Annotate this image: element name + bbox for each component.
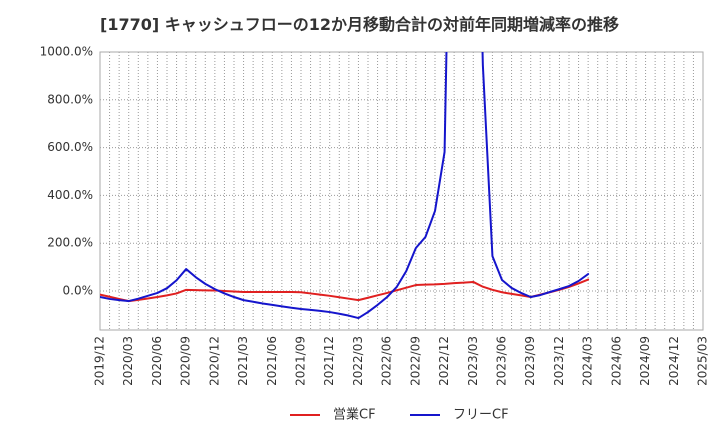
y-tick-label: 0.0%: [63, 284, 94, 298]
x-tick-label: 2020/03: [121, 336, 135, 386]
x-axis: 2019/12 2020/03 2020/06 2020/09 2020/12 2021/…: [93, 336, 710, 386]
y-tick-label: 200.0%: [47, 236, 93, 250]
y-tick-label: 800.0%: [47, 92, 93, 106]
x-tick-label: 2021/12: [322, 336, 336, 386]
series-line-operating-cf: [100, 278, 590, 303]
x-tick-label: 2024/09: [638, 336, 652, 386]
plot-frame: [99, 51, 704, 331]
legend-label-operating-cf: 営業CF: [333, 407, 376, 423]
y-tick-label: 1000.0%: [40, 45, 93, 59]
x-tick-label: 2019/12: [93, 336, 107, 386]
x-tick-label: 2023/06: [495, 336, 509, 386]
legend: 営業CF フリーCF: [290, 407, 509, 423]
legend-item-free-cf: フリーCF: [410, 408, 509, 423]
x-tick-label: 2023/09: [523, 336, 537, 386]
x-tick-label: 2024/12: [667, 336, 681, 386]
y-tick-label: 600.0%: [47, 140, 93, 154]
x-tick-label: 2020/09: [179, 336, 193, 386]
x-tick-label: 2020/06: [150, 336, 164, 386]
x-tick-label: 2021/06: [265, 336, 279, 386]
legend-item-operating-cf: 営業CF: [290, 407, 376, 423]
x-tick-label: 2022/12: [437, 336, 451, 386]
x-tick-label: 2023/03: [466, 336, 480, 386]
legend-label-free-cf: フリーCF: [453, 408, 509, 423]
chart-title: [1770] キャッシュフローの12か月移動合計の対前年同期増減率の推移: [100, 15, 619, 34]
x-tick-label: 2022/09: [408, 336, 422, 386]
x-tick-label: 2023/12: [552, 336, 566, 386]
x-tick-label: 2022/06: [380, 336, 394, 386]
y-tick-label: 400.0%: [47, 188, 93, 202]
x-tick-label: 2024/06: [609, 336, 623, 386]
x-tick-label: 2020/12: [207, 336, 221, 386]
x-tick-label: 2021/03: [236, 336, 250, 386]
series-group: [100, 52, 590, 320]
x-tick-label: 2025/03: [696, 336, 710, 386]
x-tick-label: 2024/03: [581, 336, 595, 386]
x-tick-label: 2021/09: [294, 336, 308, 386]
y-axis: 0.0% 200.0% 400.0% 600.0% 800.0% 1000.0%: [40, 45, 93, 298]
series-line-free-cf: [100, 52, 590, 320]
x-tick-label: 2022/03: [351, 336, 365, 386]
